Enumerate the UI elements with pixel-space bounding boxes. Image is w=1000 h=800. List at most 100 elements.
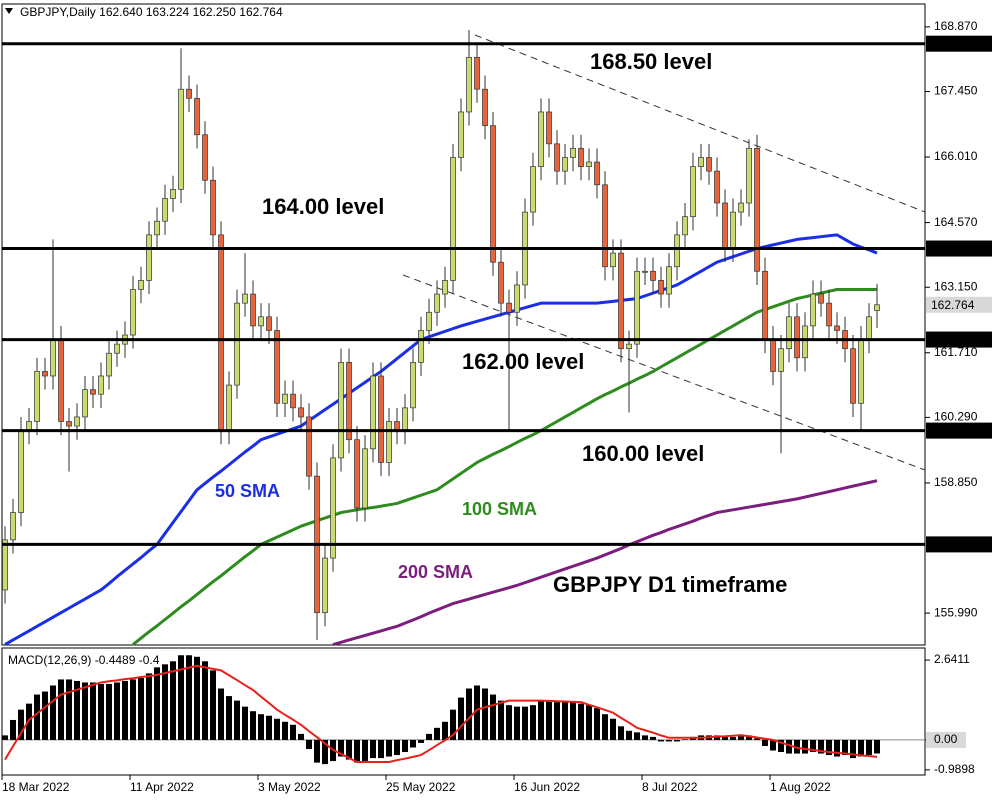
macd-bar — [618, 726, 624, 740]
macd-bar — [394, 739, 400, 756]
candle-body — [194, 97, 200, 136]
candle-body — [50, 339, 56, 377]
level-label: 164.000 — [931, 242, 975, 256]
candle-body — [354, 439, 360, 509]
macd-bar — [186, 655, 192, 740]
signal-line — [4, 664, 878, 763]
macd-bar — [154, 667, 160, 740]
candle-body — [10, 512, 16, 541]
macd-bar — [74, 680, 80, 740]
macd-bar — [522, 706, 528, 740]
candle-body — [858, 339, 864, 404]
candle-body — [458, 111, 464, 158]
candle-body — [426, 311, 432, 331]
candle-body — [562, 157, 568, 172]
macd-bar — [842, 739, 848, 756]
candle-body — [674, 234, 680, 268]
candle-body — [290, 393, 296, 409]
macd-bar — [354, 739, 360, 763]
macd-bar — [442, 721, 448, 740]
macd-bar — [2, 735, 8, 740]
macd-bar — [770, 739, 776, 751]
candle-body — [378, 375, 384, 463]
candle-body — [626, 343, 632, 350]
candle-body — [282, 393, 288, 404]
macd-bar — [266, 715, 272, 740]
candle-body — [658, 280, 664, 295]
candle-body — [330, 457, 336, 559]
candle-body — [58, 339, 64, 422]
candle-body — [762, 270, 768, 340]
macd-bar — [722, 736, 728, 740]
macd-bar — [514, 706, 520, 740]
macd-bar — [802, 739, 808, 754]
annotation: 162.00 level — [462, 349, 584, 374]
candle-body — [66, 421, 72, 427]
macd-bar — [834, 739, 840, 757]
candle-body — [410, 361, 416, 409]
candle-body — [618, 252, 624, 350]
macd-bar — [490, 694, 496, 740]
candle-body — [602, 184, 608, 268]
candle-body — [386, 421, 392, 463]
level-label-box — [926, 331, 992, 348]
candle-body — [826, 302, 832, 327]
candle-body — [594, 161, 600, 186]
y-tick-label: 161.710 — [934, 345, 978, 359]
macd-bar — [546, 700, 552, 740]
candle-body — [242, 293, 248, 304]
level-label: 160.000 — [931, 424, 975, 438]
macd-bar — [290, 724, 296, 740]
candle-body — [170, 189, 176, 199]
y-tick-label: -0.9898 — [934, 762, 975, 776]
macd-bar — [434, 727, 440, 740]
macd-bar — [578, 703, 584, 740]
candle-body — [210, 179, 216, 236]
y-tick-label: 0.00 — [934, 732, 958, 746]
candle-body — [698, 157, 704, 167]
candle-body — [554, 143, 560, 172]
sma-label: 50 SMA — [215, 481, 280, 501]
macd-bar — [658, 739, 664, 742]
candle-body — [442, 280, 448, 295]
macd-bar — [850, 739, 856, 759]
macd-bar — [66, 679, 72, 740]
macd-bar — [810, 739, 816, 753]
candle-body — [730, 211, 736, 249]
candle-body — [546, 111, 552, 145]
candle-body — [786, 316, 792, 350]
macd-bar — [874, 739, 880, 754]
macd-bar — [594, 708, 600, 740]
x-tick-label: 8 Jul 2022 — [642, 780, 698, 794]
macd-bar — [170, 661, 176, 740]
macd-bar — [666, 739, 672, 742]
macd-bar — [410, 739, 416, 748]
macd-bar — [50, 685, 56, 740]
last-price-label: 162.764 — [931, 298, 975, 312]
macd-bar — [642, 735, 648, 740]
level-label-box — [926, 422, 992, 439]
level-label: 168.500 — [931, 37, 975, 51]
macd-bar — [762, 739, 768, 746]
macd-bar — [402, 739, 408, 753]
candle-body — [538, 111, 544, 167]
candle-body — [722, 202, 728, 249]
sma-label: 100 SMA — [462, 499, 537, 519]
macd-bar — [610, 718, 616, 740]
candle-body — [418, 330, 424, 363]
candle-body — [682, 216, 688, 236]
candle-body — [106, 352, 112, 377]
candle-body — [154, 220, 160, 236]
macd-bar — [858, 739, 864, 757]
macd-bar — [650, 736, 656, 740]
y-tick-label: 166.010 — [934, 149, 978, 163]
macd-bar — [554, 702, 560, 740]
candle-body — [770, 339, 776, 372]
candle-body — [690, 166, 696, 218]
candle-body — [714, 170, 720, 204]
candle-body — [226, 384, 232, 431]
macd-bar — [538, 700, 544, 740]
candle-body — [850, 348, 856, 404]
candle-body — [610, 252, 616, 268]
